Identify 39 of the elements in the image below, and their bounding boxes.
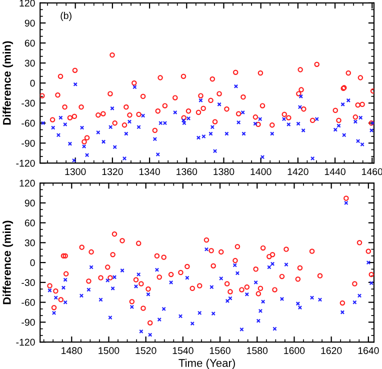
y-tick-label: 30 bbox=[24, 239, 35, 246]
x-tick-label: 1520 bbox=[136, 347, 156, 354]
y-tick-label: 60 bbox=[24, 40, 35, 47]
y-tick-label: 0 bbox=[30, 259, 35, 266]
x-tick-label: 1340 bbox=[139, 168, 160, 176]
x-tick-label: 1560 bbox=[210, 347, 230, 354]
y-tick-label: -60 bbox=[22, 120, 35, 127]
y-tick-label: 120 bbox=[20, 0, 35, 7]
x-tick-label: 1440 bbox=[324, 168, 346, 176]
y-tick-label: 90 bbox=[24, 200, 35, 207]
x-axis-title: Time (Year) bbox=[178, 358, 235, 369]
y-axis-title: Difference (min) bbox=[2, 41, 14, 125]
x-tick-label: 1580 bbox=[247, 347, 268, 354]
x-tick-label: 1500 bbox=[98, 347, 120, 354]
x-tick-label: 1640 bbox=[358, 347, 379, 354]
y-tick-label: -120 bbox=[16, 338, 35, 346]
x-tick-label: 1600 bbox=[284, 347, 305, 354]
x-tick-label: 1480 bbox=[62, 347, 82, 354]
y-tick-label: 60 bbox=[24, 220, 35, 226]
x-tick-label: 1420 bbox=[288, 168, 308, 176]
y-tick-label: 0 bbox=[30, 80, 35, 87]
x-tick-label: 1320 bbox=[102, 168, 123, 176]
y-axis-title: Difference (min) bbox=[2, 220, 14, 304]
y-tick-label: -120 bbox=[16, 160, 35, 167]
y-tick-label: 90 bbox=[24, 20, 35, 27]
y-tick-label: -90 bbox=[22, 140, 35, 147]
y-tick-label: -30 bbox=[22, 279, 35, 286]
y-tick-label: 30 bbox=[24, 60, 35, 67]
x-tick-label: 1620 bbox=[321, 347, 342, 354]
x-tick-label: 1540 bbox=[172, 347, 194, 354]
y-tick-label: -60 bbox=[22, 299, 35, 306]
y-tick-label: -90 bbox=[22, 318, 35, 326]
x-tick-label: 1360 bbox=[176, 168, 198, 176]
y-tick-label: -30 bbox=[22, 100, 35, 107]
x-tick-label: 1300 bbox=[65, 168, 86, 176]
x-tick-label: 1400 bbox=[250, 168, 272, 176]
y-tick-label: 120 bbox=[20, 180, 35, 187]
annotation: (b) bbox=[60, 12, 72, 21]
x-tick-label: 1380 bbox=[214, 168, 234, 176]
